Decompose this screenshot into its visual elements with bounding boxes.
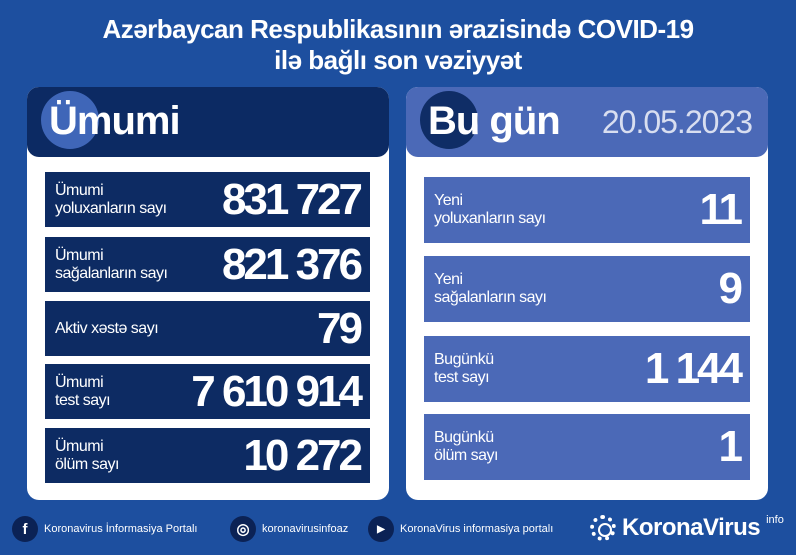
label-line: Bugünkü: [434, 429, 494, 446]
instagram-link[interactable]: ◎ koronavirusinfoaz: [230, 516, 348, 542]
stat-label: Bugünkü test sayı: [434, 351, 494, 387]
stat-row: Aktiv xəstə sayı 79: [45, 301, 370, 356]
stat-row: Ümumi test sayı 7 610 914: [45, 364, 370, 419]
label-line: sağalanların sayı: [55, 264, 168, 282]
label-line: test sayı: [434, 369, 490, 386]
facebook-link[interactable]: f Koronavirus İnformasiya Portalı: [12, 516, 197, 542]
stat-value: 1: [718, 422, 744, 471]
today-panel: Bu gün 20.05.2023 Yeni yoluxanların sayı 1…: [406, 87, 768, 500]
date: 20.05.2023: [601, 104, 753, 140]
youtube-link[interactable]: ▶ KoronaVirus informasiya portalı: [368, 516, 553, 542]
stat-row: Ümumi yoluxanların sayı 831 727: [45, 172, 370, 227]
koronavirus-logo: KoronaVirus info: [590, 514, 784, 542]
virus-icon: [420, 91, 478, 149]
today-header: Bu gün 20.05.2023: [406, 87, 768, 157]
total-panel: Ümumi Ümumi yoluxanların sayı 831 727 Ümumi…: [27, 87, 389, 500]
page-title: Azərbaycan Respublikasının ərazisində CO…: [102, 14, 694, 75]
footer: f Koronavirus İnformasiya Portalı ◎ korona…: [0, 512, 796, 546]
stat-label: Yeni sağalanların sayı: [434, 271, 547, 307]
label-line: Aktiv xəstə sayı: [55, 319, 159, 337]
label-line: sağalanların sayı: [434, 289, 547, 306]
today-heading: Bu gün: [428, 99, 561, 143]
label-line: test sayı: [55, 391, 111, 409]
label-line: ölüm sayı: [55, 455, 119, 473]
label-line: yoluxanların sayı: [434, 210, 546, 227]
total-heading: Ümumi: [49, 99, 181, 143]
virus-icon: [41, 91, 99, 149]
stat-value: 831 727: [221, 174, 363, 224]
stat-value: 79: [317, 303, 363, 353]
stat-label: Ümumi ölüm sayı: [55, 438, 119, 474]
stat-value: 821 376: [221, 239, 363, 289]
label-line: ölüm sayı: [434, 447, 498, 464]
instagram-icon: ◎: [230, 516, 256, 542]
stat-row: Yeni sağalanların sayı 9: [424, 256, 750, 322]
label-line: Ümumi: [55, 181, 104, 199]
stat-label: Ümumi yoluxanların sayı: [55, 182, 167, 218]
total-header: Ümumi: [27, 87, 389, 157]
facebook-icon: f: [12, 516, 38, 542]
stat-value: 7 610 914: [191, 366, 363, 416]
sun-virus-icon: [590, 515, 616, 541]
youtube-icon: ▶: [368, 516, 394, 542]
label-line: Ümumi: [55, 246, 104, 264]
label-line: Ümumi: [55, 437, 104, 455]
stat-value: 9: [718, 264, 744, 313]
stat-value: 10 272: [243, 430, 363, 480]
stat-row: Ümumi sağalanların sayı 821 376: [45, 237, 370, 292]
stat-row: Ümumi ölüm sayı 10 272: [45, 428, 370, 483]
stat-label: Ümumi sağalanların sayı: [55, 246, 168, 283]
stat-row: Bugünkü ölüm sayı 1: [424, 414, 750, 480]
label-line: Yeni: [434, 192, 463, 209]
stat-label: Ümumi test sayı: [55, 373, 111, 410]
stat-label: Yeni yoluxanların sayı: [434, 192, 546, 228]
label-line: Ümumi: [55, 373, 104, 391]
stat-value: 11: [699, 185, 742, 234]
label-line: Yeni: [434, 271, 463, 288]
stat-row: Yeni yoluxanların sayı 11: [424, 177, 750, 243]
stat-label: Bugünkü ölüm sayı: [434, 429, 498, 465]
stat-row: Bugünkü test sayı 1 144: [424, 336, 750, 402]
label-line: yoluxanların sayı: [55, 199, 167, 217]
stat-value: 1 144: [644, 344, 743, 393]
stat-label: Aktiv xəstə sayı: [55, 319, 159, 338]
label-line: Bugünkü: [434, 351, 494, 368]
